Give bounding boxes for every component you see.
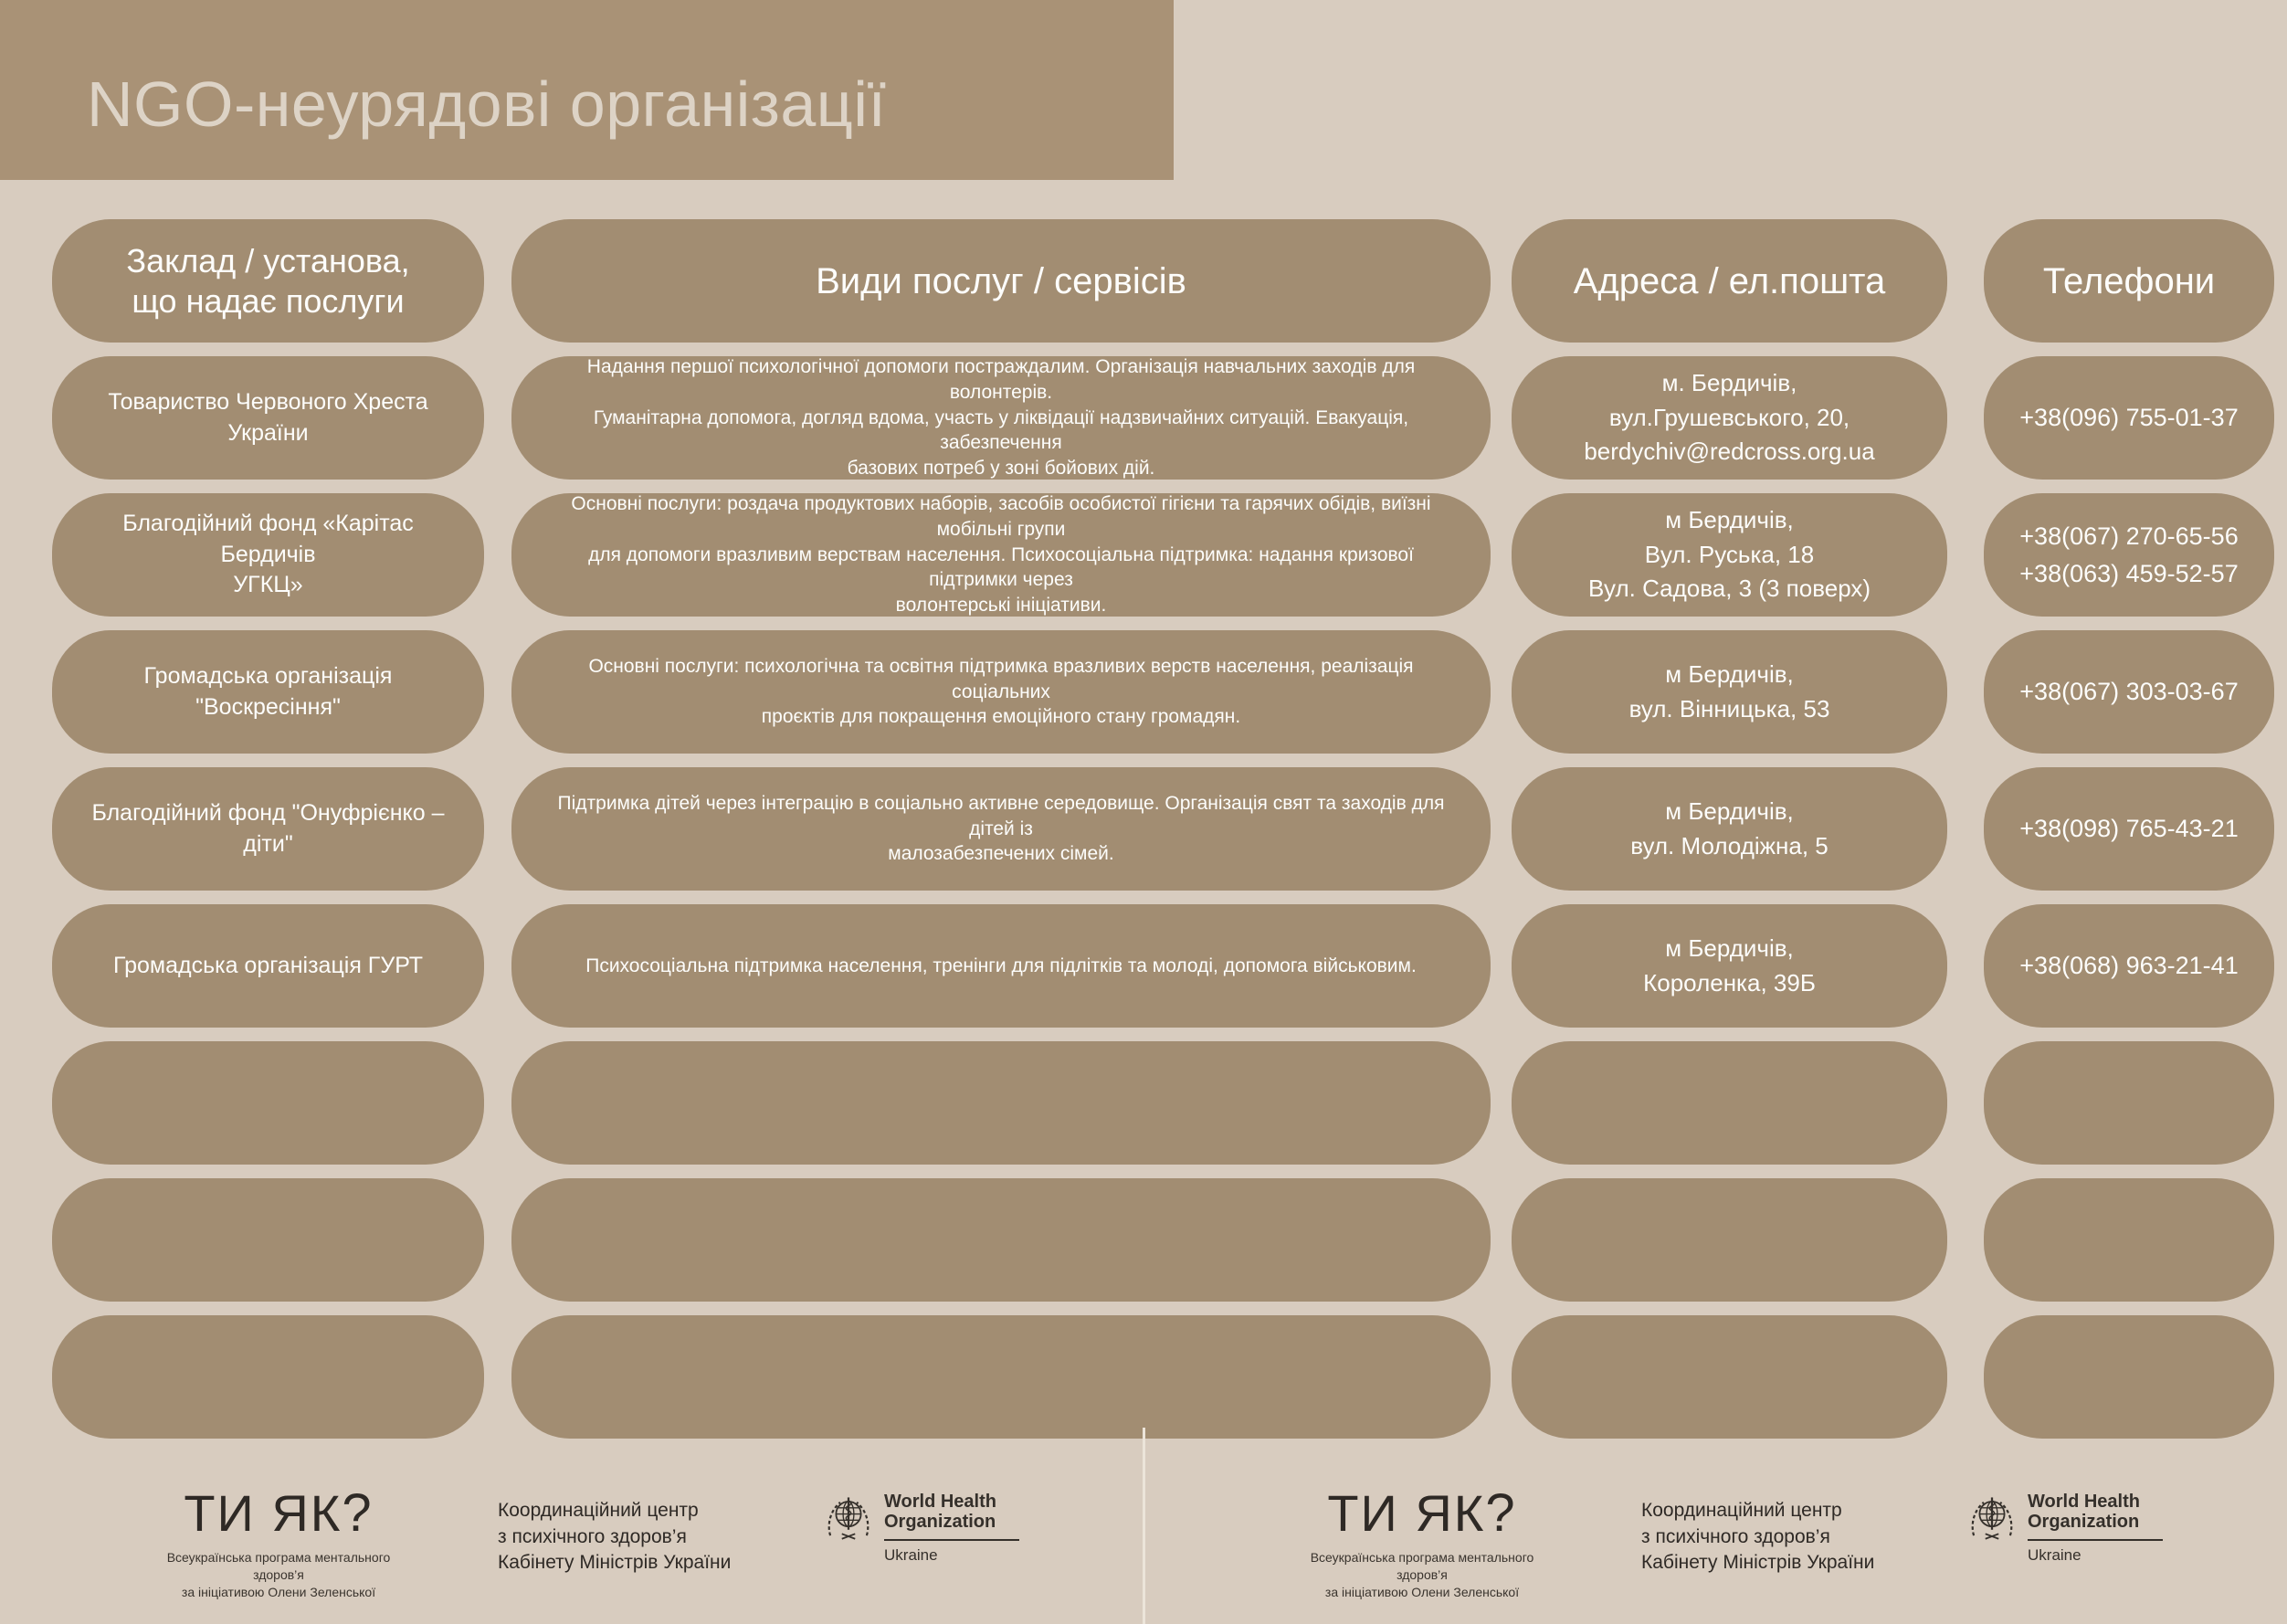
who-divider-rule	[884, 1539, 1019, 1542]
who-logo: World Health Organization Ukraine	[1966, 1492, 2166, 1565]
footer-left: ТИ ЯК? Всеукраїнська програма ментальног…	[0, 1480, 1144, 1624]
address-cell: м Бердичів, вул. Вінницька, 53	[1512, 630, 1947, 754]
phone-cell: +38(067) 303-03-67	[1984, 630, 2274, 754]
phone-cell	[1984, 1041, 2274, 1165]
table-row: Товариство Червоного Хреста України Нада…	[52, 356, 2274, 480]
table-row-empty	[52, 1178, 2274, 1302]
who-emblem-icon	[827, 1497, 869, 1540]
tyyak-logo-text: ТИ ЯК	[1327, 1484, 1486, 1542]
column-header-org: Заклад / установа, що надає послуги	[52, 219, 484, 343]
org-cell: Громадська організація ГУРТ	[52, 904, 484, 1028]
tyyak-logo: ТИ ЯК? Всеукраїнська програма ментальног…	[146, 1487, 411, 1601]
address-cell: м Бердичів, Вул. Руська, 18 Вул. Садова,…	[1512, 493, 1947, 617]
page-title: NGO-неурядові організації	[87, 68, 887, 140]
org-cell	[52, 1178, 484, 1302]
tyyak-subtitle: Всеукраїнська програма ментального здоро…	[166, 1550, 391, 1599]
services-cell: Основні послуги: психологічна та освітня…	[511, 630, 1491, 754]
tyyak-logo: ТИ ЯК? Всеукраїнська програма ментальног…	[1290, 1487, 1555, 1601]
who-text-block: World Health Organization Ukraine	[884, 1492, 1023, 1565]
phone-cell: +38(067) 270-65-56 +38(063) 459-52-57	[1984, 493, 2274, 617]
services-cell: Надання першої психологічної допомоги по…	[511, 356, 1491, 480]
coordination-center-text: Координаційний центр з психічного здоров…	[1641, 1500, 1875, 1574]
who-divider-rule	[2028, 1539, 2163, 1542]
table-row: Громадська організація "Воскресіння" Осн…	[52, 630, 2274, 754]
org-cell: Благодійний фонд «Карітас Бердичів УГКЦ»	[52, 493, 484, 617]
address-cell	[1512, 1178, 1947, 1302]
tyyak-question-mark-icon: ?	[342, 1483, 374, 1543]
tyyak-logo-title: ТИ ЯК?	[146, 1487, 411, 1540]
table-header-row: Заклад / установа, що надає послуги Види…	[52, 219, 2274, 343]
org-cell	[52, 1315, 484, 1439]
coordination-center-text: Координаційний центр з психічного здоров…	[498, 1500, 732, 1574]
who-name: World Health Organization	[884, 1492, 996, 1532]
column-header-address: Адреса / ел.пошта	[1512, 219, 1947, 343]
tyyak-logo-text: ТИ ЯК	[184, 1484, 343, 1542]
address-cell: м Бердичів, Короленка, 39Б	[1512, 904, 1947, 1028]
who-country: Ukraine	[884, 1546, 938, 1565]
address-cell	[1512, 1315, 1947, 1439]
table-row: Благодійний фонд «Карітас Бердичів УГКЦ»…	[52, 493, 2274, 617]
org-cell: Благодійний фонд "Онуфрієнко – діти"	[52, 767, 484, 891]
table-row: Громадська організація ГУРТ Психосоціаль…	[52, 904, 2274, 1028]
services-cell: Основні послуги: роздача продуктових наб…	[511, 493, 1491, 617]
services-cell: Психосоціальна підтримка населення, трен…	[511, 904, 1491, 1028]
services-cell: Підтримка дітей через інтеграцію в соціа…	[511, 767, 1491, 891]
page-header-banner: NGO-неурядові організації	[0, 0, 1174, 180]
services-cell	[511, 1041, 1491, 1165]
tyyak-logo-title: ТИ ЯК?	[1290, 1487, 1555, 1540]
phone-cell: +38(096) 755-01-37	[1984, 356, 2274, 480]
phone-cell: +38(098) 765-43-21	[1984, 767, 2274, 891]
address-cell: м. Бердичів, вул.Грушевського, 20, berdy…	[1512, 356, 1947, 480]
who-emblem-icon	[1971, 1497, 2013, 1540]
phone-cell	[1984, 1178, 2274, 1302]
column-header-phones: Телефони	[1984, 219, 2274, 343]
who-name: World Health Organization	[2028, 1492, 2140, 1532]
org-cell: Громадська організація "Воскресіння"	[52, 630, 484, 754]
org-cell: Товариство Червоного Хреста України	[52, 356, 484, 480]
table-row-empty	[52, 1315, 2274, 1439]
column-header-services: Види послуг / сервісів	[511, 219, 1491, 343]
address-cell: м Бердичів, вул. Молодіжна, 5	[1512, 767, 1947, 891]
footer-right: ТИ ЯК? Всеукраїнська програма ментальног…	[1144, 1480, 2287, 1624]
address-cell	[1512, 1041, 1947, 1165]
services-cell	[511, 1178, 1491, 1302]
phone-cell	[1984, 1315, 2274, 1439]
tyyak-question-mark-icon: ?	[1485, 1483, 1517, 1543]
phone-cell: +38(068) 963-21-41	[1984, 904, 2274, 1028]
who-country: Ukraine	[2028, 1546, 2081, 1565]
ngo-table: Заклад / установа, що надає послуги Види…	[52, 219, 2274, 1452]
who-logo: World Health Organization Ukraine	[822, 1492, 1023, 1565]
table-row: Благодійний фонд "Онуфрієнко – діти" Під…	[52, 767, 2274, 891]
org-cell	[52, 1041, 484, 1165]
who-text-block: World Health Organization Ukraine	[2028, 1492, 2166, 1565]
tyyak-subtitle: Всеукраїнська програма ментального здоро…	[1310, 1550, 1534, 1599]
table-row-empty	[52, 1041, 2274, 1165]
services-cell	[511, 1315, 1491, 1439]
fold-divider-line	[1143, 1428, 1145, 1624]
